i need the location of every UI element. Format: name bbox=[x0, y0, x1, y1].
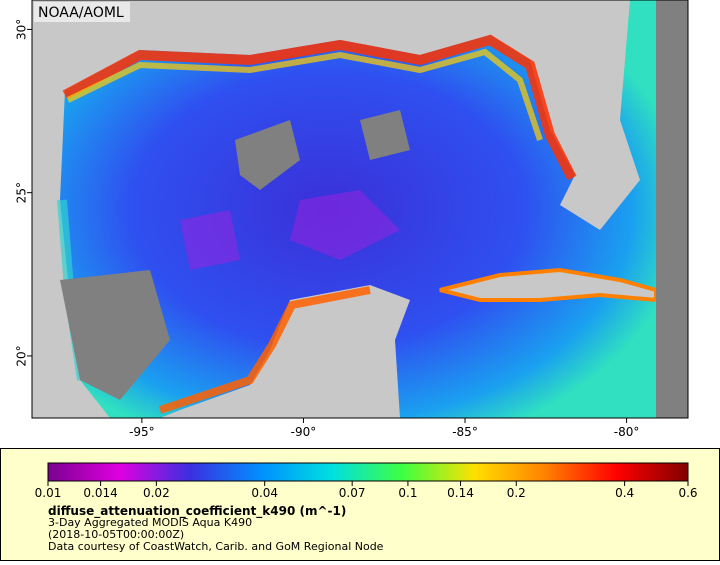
colorbar-tick-label: 0.014 bbox=[83, 486, 117, 500]
x-tick-label: -80° bbox=[614, 425, 640, 439]
y-tick-label: 30° bbox=[15, 19, 29, 40]
colorbar-tick-label: 0.07 bbox=[339, 486, 366, 500]
y-tick-label: 25° bbox=[15, 182, 29, 203]
x-tick-label: -90° bbox=[291, 425, 317, 439]
coastal-band bbox=[158, 286, 371, 414]
x-tick-label: -85° bbox=[452, 425, 478, 439]
coastal-band bbox=[66, 48, 543, 141]
cloud-gap bbox=[60, 110, 410, 400]
credit: NOAA/AOML bbox=[38, 5, 124, 21]
y-tick-label: 20° bbox=[15, 345, 29, 366]
coastal-band bbox=[62, 34, 577, 181]
source: Data courtesy of CoastWatch, Carib. and … bbox=[48, 540, 384, 553]
map bbox=[32, 0, 688, 418]
colorbar-tick-label: 0.04 bbox=[251, 486, 278, 500]
colorbar-tick-label: 0.01 bbox=[35, 486, 62, 500]
colorbar-tick-label: 0.4 bbox=[615, 486, 634, 500]
no-data-strip bbox=[656, 0, 688, 418]
colorbar bbox=[47, 462, 689, 482]
variable-name: diffuse_attenuation_coefficient_k490 (m^… bbox=[48, 504, 346, 519]
colorbar-tick-label: 0.1 bbox=[398, 486, 417, 500]
low-k490-area bbox=[180, 190, 400, 270]
colorbar-tick-label: 0.6 bbox=[678, 486, 697, 500]
colorbar-tick-label: 0.02 bbox=[143, 486, 170, 500]
time: (2018-10-05T00:00:00Z) bbox=[48, 528, 184, 541]
colorbar-tick-label: 0.14 bbox=[447, 486, 474, 500]
credit-box bbox=[34, 2, 130, 22]
product: 3-Day Aggregated MODIS Aqua K490 bbox=[48, 516, 252, 529]
map-frame bbox=[31, 0, 689, 419]
colorbar-tick-label: 0.2 bbox=[507, 486, 526, 500]
x-tick-label: -95° bbox=[129, 425, 155, 439]
